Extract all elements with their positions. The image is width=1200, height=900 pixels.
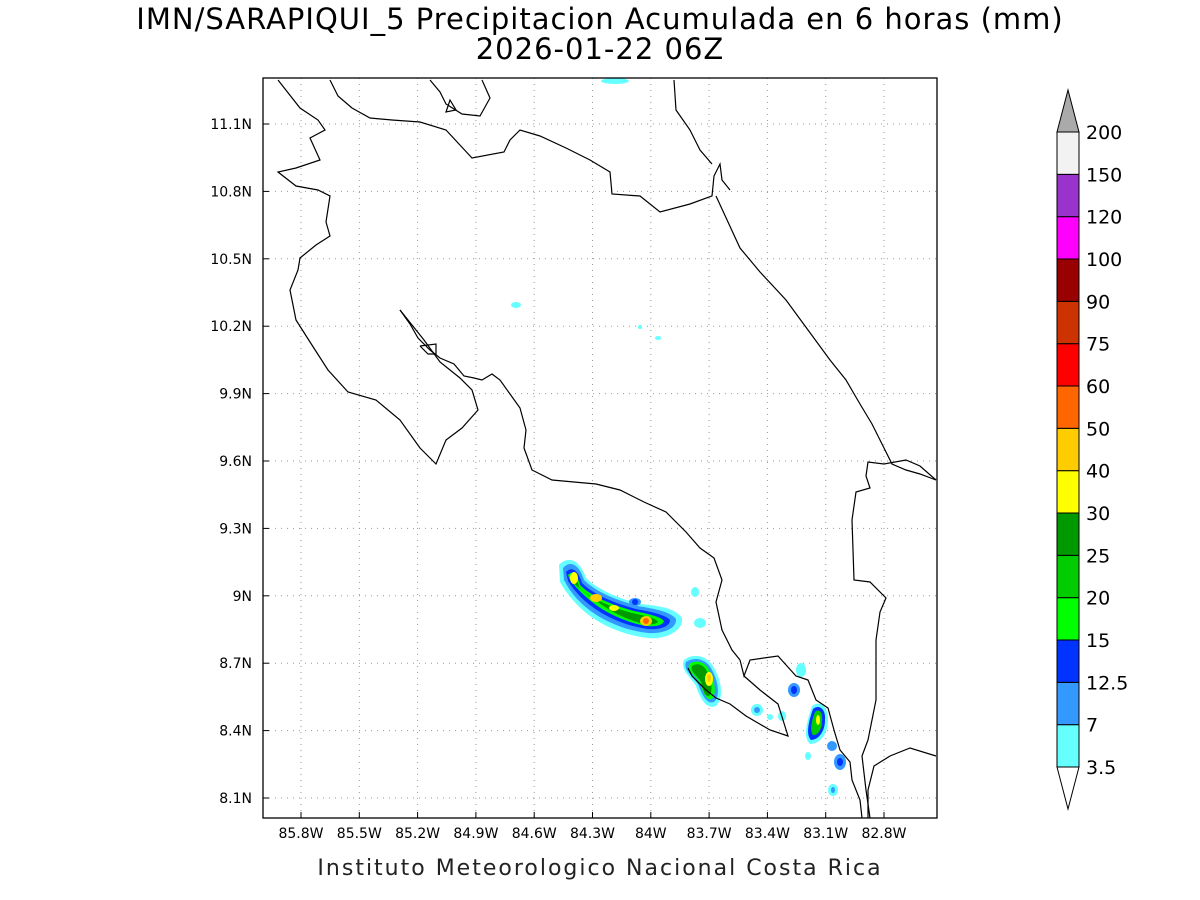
colorbar-label: 25	[1086, 545, 1110, 567]
precip-band-central	[683, 655, 722, 707]
colorbar-label: 15	[1086, 630, 1110, 652]
precip-cell	[831, 787, 835, 793]
colorbar-swatch	[1056, 216, 1080, 260]
map-datetime: 2026-01-22 06Z	[475, 32, 725, 66]
lon-tick-label: 83.4W	[745, 826, 790, 842]
precip-cell	[805, 752, 811, 760]
lon-tick-label: 85.5W	[337, 826, 382, 842]
footer-credit: Instituto Meteorologico Nacional Costa R…	[317, 856, 883, 881]
colorbar-label: 75	[1086, 334, 1110, 356]
precipitation-field	[511, 78, 846, 796]
lat-tick-label: 10.5N	[210, 252, 252, 268]
lon-tick-label: 84.6W	[512, 826, 557, 842]
colorbar-label: 40	[1086, 461, 1110, 483]
lon-tick-label: 83.7W	[687, 826, 732, 842]
map-title: IMN/SARAPIQUI_5 Precipitacion Acumulada …	[136, 2, 1064, 36]
lat-tick-label: 9.6N	[219, 454, 252, 470]
colorbar-label: 30	[1086, 503, 1110, 525]
colorbar-label: 100	[1086, 249, 1122, 271]
colorbar-swatch	[1056, 427, 1080, 472]
lat-tick-label: 11.1N	[210, 117, 252, 133]
precip-cell	[638, 325, 642, 329]
colorbar-label: 60	[1086, 376, 1110, 398]
colorbar-swatch	[1056, 512, 1080, 556]
colorbar-swatch	[1056, 343, 1080, 387]
colorbar-label: 90	[1086, 291, 1110, 313]
colorbar-swatch	[1056, 385, 1080, 429]
lon-tick-label: 85.8W	[278, 826, 323, 842]
lon-tick-label: 84.3W	[570, 826, 615, 842]
colorbar-swatch	[1056, 470, 1080, 514]
precip-band-west	[559, 559, 683, 639]
lat-tick-label: 8.4N	[219, 724, 252, 740]
colorbar-label: 200	[1086, 122, 1122, 144]
colorbar-min-arrow	[1056, 766, 1080, 811]
coastline	[276, 79, 937, 818]
lon-tick-label: 84.9W	[453, 826, 498, 842]
colorbar-label: 12.5	[1086, 672, 1128, 694]
precip-band-east	[788, 683, 846, 770]
colorbar-max-arrow	[1056, 88, 1080, 133]
colorbar-swatch	[1056, 724, 1080, 768]
lon-tick-label: 82.8W	[861, 826, 906, 842]
precip-cell	[601, 78, 629, 84]
precip-cell	[754, 707, 760, 713]
lon-tick-label: 84W	[635, 826, 667, 842]
lat-tick-label: 10.8N	[210, 184, 252, 200]
precip-cell	[796, 663, 806, 677]
lon-tick-label: 83.1W	[803, 826, 848, 842]
colorbar-swatch	[1056, 173, 1080, 218]
precip-cell	[655, 336, 661, 340]
precip-cell	[691, 587, 699, 597]
precip-cell	[511, 302, 521, 308]
colorbar-label: 120	[1086, 207, 1122, 229]
colorbar-label: 20	[1086, 588, 1110, 610]
colorbar-label: 7	[1086, 715, 1098, 737]
lat-tick-label: 9.3N	[219, 521, 252, 537]
precip-cell	[694, 618, 706, 628]
precip-cell	[767, 714, 773, 720]
colorbar: 3.5 7 12.5 15 20 25 30 40 50 60 75 90 100 120 150 200	[1056, 88, 1128, 811]
lat-tick-label: 10.2N	[210, 319, 252, 335]
lat-tick-label: 9.9N	[219, 387, 252, 403]
colorbar-swatch	[1056, 131, 1080, 175]
colorbar-swatch	[1056, 554, 1080, 599]
lat-tick-label: 8.7N	[219, 656, 252, 672]
lat-tick-label: 9N	[233, 589, 252, 605]
map-frame	[262, 77, 938, 819]
lat-tick-label: 8.1N	[219, 791, 252, 807]
colorbar-swatch	[1056, 300, 1080, 345]
colorbar-swatch	[1056, 258, 1080, 302]
colorbar-label: 50	[1086, 418, 1110, 440]
colorbar-label: 150	[1086, 164, 1122, 186]
colorbar-label: 3.5	[1086, 757, 1116, 779]
colorbar-swatch	[1056, 597, 1080, 641]
map-grid	[263, 78, 937, 818]
colorbar-swatch	[1056, 639, 1080, 683]
colorbar-swatch	[1056, 681, 1080, 726]
axis-ticks: 85.8W 85.5W 85.2W 84.9W 84.6W 84.3W 84W 83.7W 83…	[210, 117, 906, 842]
lon-tick-label: 85.2W	[395, 826, 440, 842]
